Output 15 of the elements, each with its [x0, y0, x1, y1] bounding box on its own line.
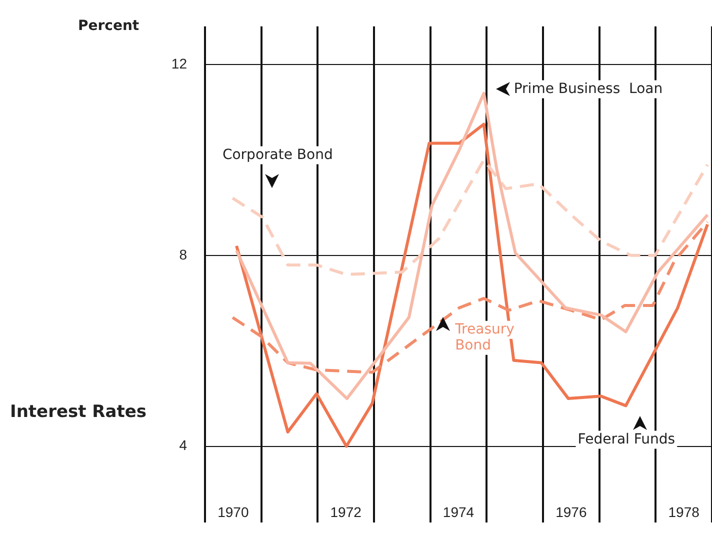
text: Federal Funds	[578, 431, 676, 448]
text: Prime Business Loan	[514, 80, 663, 97]
y-tick-label: 12	[171, 55, 188, 72]
y-axis-title: Percent	[78, 18, 140, 34]
text: Corporate Bond	[222, 146, 333, 163]
x-tick-label: 1978	[668, 504, 700, 520]
x-tick-label: 1974	[442, 504, 474, 520]
y-tick-label: 4	[179, 437, 188, 454]
x-tick-label: 1970	[218, 504, 249, 520]
line-series	[231, 220, 709, 374]
text: Interest Rates	[10, 402, 146, 422]
x-tick-label: 1972	[330, 504, 362, 520]
y-tick-label: 8	[179, 246, 188, 262]
series-label: Treasury Bond	[454, 322, 514, 354]
x-tick-label: 1976	[556, 504, 587, 520]
